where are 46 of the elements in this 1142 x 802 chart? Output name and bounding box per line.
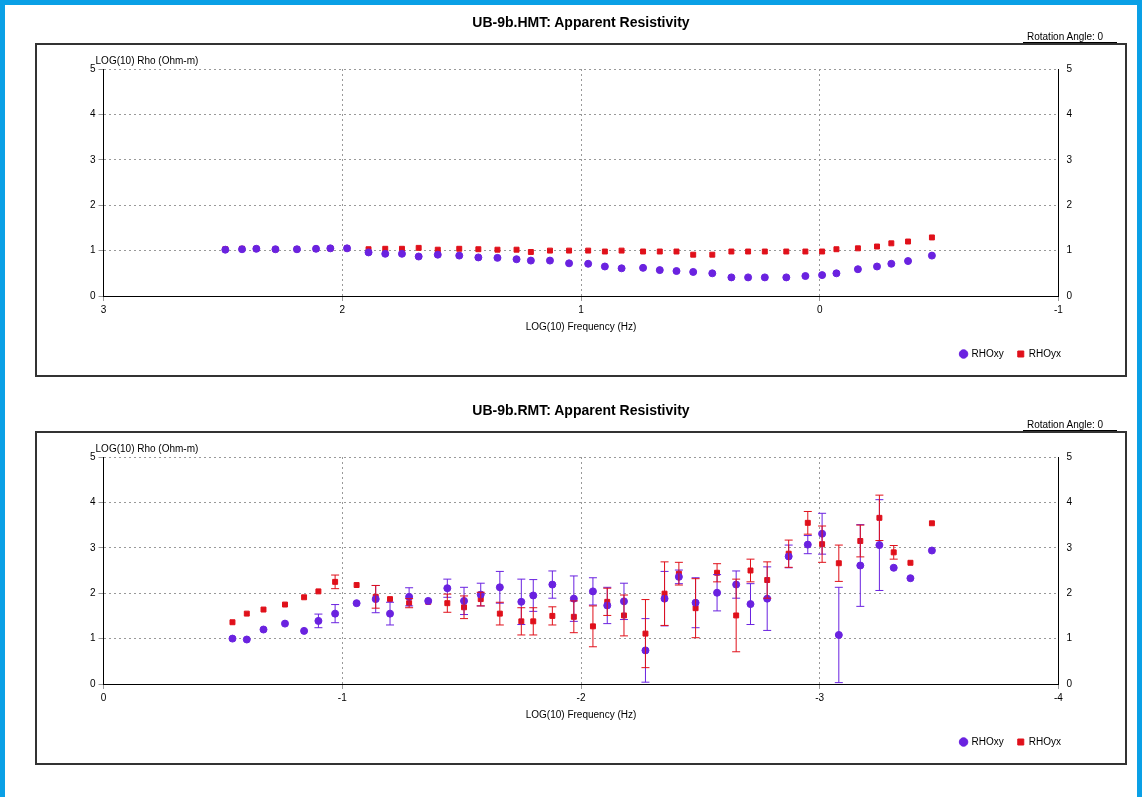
- y2-tick-label: 4: [1066, 108, 1073, 120]
- x-tick-label: -1: [337, 691, 348, 703]
- x-tick-label: -4: [1053, 691, 1064, 703]
- y2-tick-label: 1: [1066, 244, 1073, 256]
- x-tick-label: 0: [100, 691, 107, 703]
- y-tick-label: 0: [90, 677, 96, 689]
- x-tick-label: -3: [815, 691, 825, 703]
- y2-tick-label: 0: [1066, 289, 1073, 301]
- x-axis-title: LOG(10) Frequency (Hz): [525, 320, 637, 332]
- y2-tick-label: 3: [1066, 541, 1073, 553]
- legend-label: RHOxy: [971, 347, 1004, 359]
- y-tick-label: 3: [90, 153, 96, 165]
- legend-label: RHOxy: [971, 735, 1004, 747]
- y-tick-label: 5: [90, 62, 96, 74]
- x-tick-label: 3: [100, 303, 107, 315]
- x-tick-label: 1: [578, 303, 585, 315]
- x-axis-title: LOG(10) Frequency (Hz): [525, 708, 637, 720]
- y-tick-label: 0: [90, 289, 96, 301]
- y2-tick-label: 5: [1066, 450, 1073, 462]
- y-tick-label: 4: [90, 108, 96, 120]
- legend-label: RHOyx: [1028, 735, 1062, 747]
- y-tick-label: 2: [90, 586, 96, 598]
- x-tick-label: 0: [816, 303, 823, 315]
- text: Rotation Angle: 0: [1023, 31, 1117, 43]
- x-tick-label: 2: [339, 303, 346, 315]
- chart-title: UB-9b.RMT: Apparent Resistivity: [472, 402, 690, 418]
- y2-tick-label: 0: [1066, 677, 1073, 689]
- legend-label: RHOyx: [1028, 347, 1062, 359]
- y-tick-label: 1: [90, 632, 96, 644]
- text: Rotation Angle: 0: [1023, 419, 1117, 431]
- y-tick-label: 3: [90, 541, 96, 553]
- y2-tick-label: 2: [1066, 198, 1073, 210]
- chart-title: UB-9b.HMT: Apparent Resistivity: [472, 14, 690, 30]
- y-axis-title: LOG(10) Rho (Ohm-m): [95, 442, 199, 454]
- y-tick-label: 2: [90, 198, 96, 210]
- y-tick-label: 1: [90, 244, 96, 256]
- y2-tick-label: 4: [1066, 496, 1073, 508]
- y2-tick-label: 2: [1066, 586, 1073, 598]
- x-tick-label: -1: [1053, 303, 1064, 315]
- y2-tick-label: 1: [1066, 632, 1073, 644]
- y-axis-title: LOG(10) Rho (Ohm-m): [95, 54, 199, 66]
- y2-tick-label: 5: [1066, 62, 1073, 74]
- x-tick-label: -2: [576, 691, 586, 703]
- y-tick-label: 4: [90, 496, 96, 508]
- y2-tick-label: 3: [1066, 153, 1073, 165]
- y-tick-label: 5: [90, 450, 96, 462]
